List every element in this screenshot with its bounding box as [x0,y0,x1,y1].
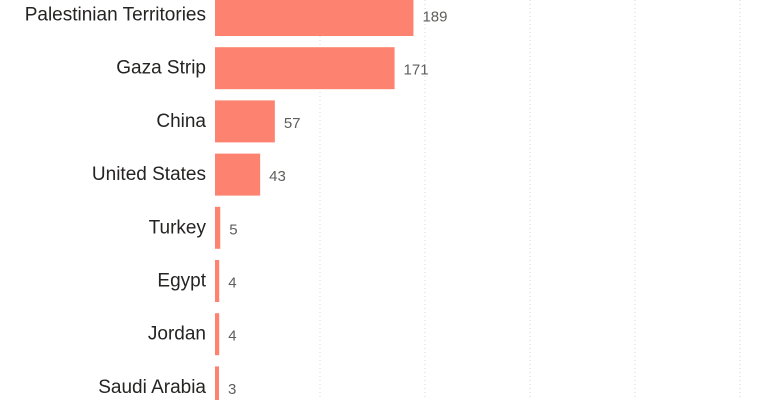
bar[interactable] [215,100,275,143]
category-label: Palestinian Territories [25,5,206,26]
category-label: Jordan [148,324,206,345]
data-label: 171 [404,62,429,79]
bar[interactable] [215,47,395,90]
data-label: 57 [284,115,301,132]
bar[interactable] [215,313,220,356]
label-layer: Palestinian Territories 189 Gaza Strip 171 C… [25,5,448,398]
data-label: 43 [269,168,286,185]
category-label: Egypt [157,271,206,292]
category-label: Gaza Strip [116,58,206,79]
data-label: 4 [228,328,236,345]
bar-layer [215,0,414,400]
bar[interactable] [215,153,261,196]
data-label: 5 [229,221,237,238]
category-label: United States [92,164,206,185]
bar[interactable] [215,0,414,36]
data-label: 4 [228,275,236,292]
bar[interactable] [215,260,220,302]
category-label: Turkey [149,217,207,238]
bar[interactable] [215,366,219,400]
category-label: China [156,111,206,132]
grid-layer [319,0,741,400]
category-label: Saudi Arabia [98,377,206,398]
bar[interactable] [215,206,221,249]
data-label: 189 [422,9,447,26]
data-label: 3 [228,381,236,398]
